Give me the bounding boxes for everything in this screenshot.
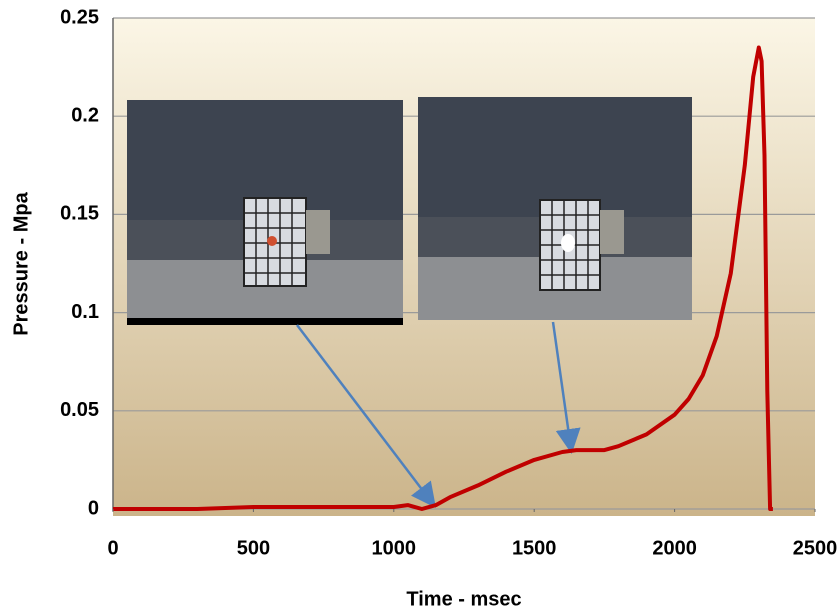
y-tick-label: 0.25 xyxy=(60,6,99,28)
arrow xyxy=(296,324,437,508)
series xyxy=(113,45,773,511)
arrow xyxy=(551,321,581,454)
photo-1 xyxy=(127,100,403,325)
y-tick-label: 0.15 xyxy=(60,203,99,225)
photo-2 xyxy=(418,97,692,320)
y-tick-label: 0 xyxy=(88,497,99,519)
x-tick-label: 1000 xyxy=(372,537,417,559)
x-tick-label: 500 xyxy=(237,537,270,559)
x-tick-label: 2500 xyxy=(793,537,838,559)
y-tick-label: 0.2 xyxy=(71,104,99,126)
y-axis-title: Pressure - Mpa xyxy=(10,191,32,335)
x-tick-label: 1500 xyxy=(512,537,557,559)
y-tick-label: 0.05 xyxy=(60,399,99,421)
y-tick-label: 0.1 xyxy=(71,301,99,323)
data-line xyxy=(113,45,773,511)
x-tick-label: 0 xyxy=(107,537,118,559)
x-tick-label: 2000 xyxy=(652,537,697,559)
x-axis-title: Time - msec xyxy=(406,588,521,610)
